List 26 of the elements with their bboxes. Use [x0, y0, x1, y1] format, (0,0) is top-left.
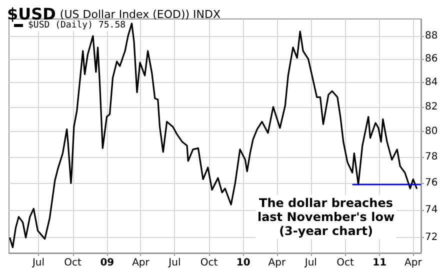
chart-title: $USD [7, 4, 56, 24]
y-tick-label: 82 [425, 101, 438, 112]
x-tick-label: Apr [268, 258, 286, 268]
x-tick-label: Oct [200, 258, 218, 268]
y-tick-label: 80 [425, 126, 438, 138]
line-series [8, 22, 418, 248]
x-tick-label: Jul [31, 258, 45, 268]
legend-label: $USD (Daily) 75.58 [28, 20, 126, 30]
x-tick-label: Apr [132, 258, 150, 268]
x-tick-label: 09 [100, 258, 114, 268]
x-tick-label: 11 [372, 258, 387, 268]
y-tick-label: 76 [425, 178, 438, 189]
y-tick-label: 78 [425, 152, 438, 163]
y-tick-label: 84 [425, 77, 438, 88]
annotation: The dollar breaches last November's low (3-year chart) [257, 196, 395, 238]
y-tick-label: 88 [425, 30, 438, 42]
y-tick-label: 74 [425, 204, 438, 216]
x-tick-label: Jul [168, 258, 181, 268]
y-tick-label: 72 [425, 232, 438, 244]
y-tick-label: 86 [425, 54, 438, 65]
x-tick-label: Oct [64, 258, 82, 268]
x-tick-label: Apr [404, 258, 423, 268]
chart-subtitle: (US Dollar Index (EOD)) INDX [60, 8, 221, 21]
x-tick-label: Jul [304, 258, 317, 268]
x-tick-label: Oct [336, 258, 354, 268]
x-tick-label: 10 [236, 258, 250, 268]
